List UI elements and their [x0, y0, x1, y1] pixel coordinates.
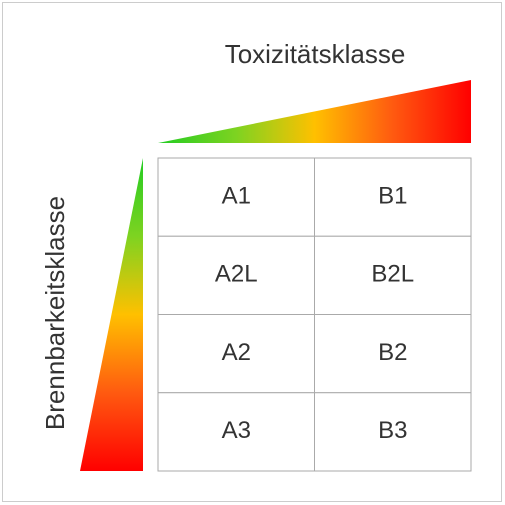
x-axis-title: Toxizitätsklasse: [225, 39, 406, 69]
cell: [314, 392, 472, 472]
y-axis-title: Brennbarkeitsklasse: [40, 196, 70, 430]
cell-label: A1: [222, 182, 251, 209]
cell: [314, 235, 472, 315]
cell-label: B1: [378, 182, 407, 209]
cell: [157, 314, 315, 394]
cell-label: B2L: [371, 261, 414, 288]
toxicity-wedge: [158, 80, 471, 143]
cell-label: A2: [222, 339, 251, 366]
cell: [314, 314, 472, 394]
cell-label: A2L: [215, 261, 258, 288]
cell-label: B3: [378, 417, 407, 444]
flammability-wedge: [80, 158, 143, 471]
cell-label: A3: [222, 417, 251, 444]
cell: [314, 157, 472, 237]
cell: [157, 235, 315, 315]
cell-label: B2: [378, 339, 407, 366]
class-table: A1 B1 A2L B2L A2 B2 A3 B3: [157, 157, 472, 472]
